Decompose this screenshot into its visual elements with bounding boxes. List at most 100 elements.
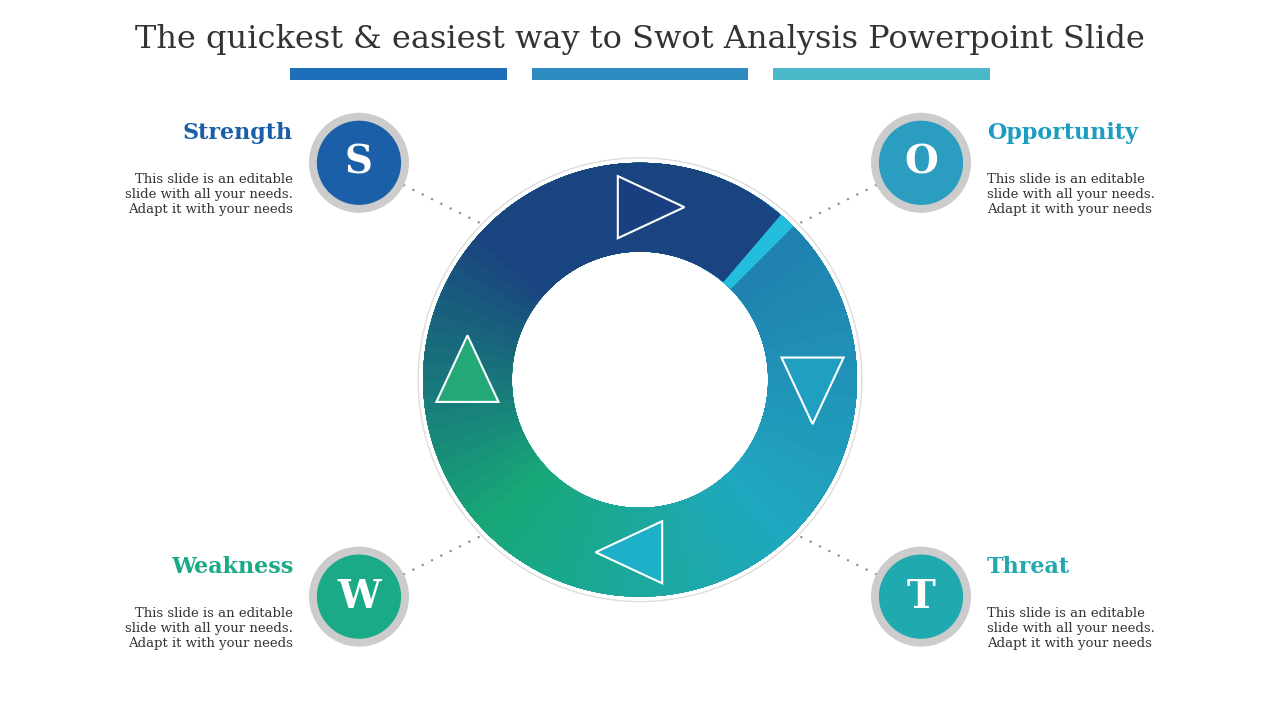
Text: Threat: Threat xyxy=(987,556,1070,578)
Wedge shape xyxy=(486,163,794,289)
Text: This slide is an editable
slide with all your needs.
Adapt it with your needs: This slide is an editable slide with all… xyxy=(987,606,1155,649)
Text: Opportunity: Opportunity xyxy=(987,122,1138,144)
Circle shape xyxy=(317,122,401,204)
Wedge shape xyxy=(605,400,854,597)
Wedge shape xyxy=(424,194,573,493)
Wedge shape xyxy=(424,163,640,379)
Wedge shape xyxy=(486,470,794,597)
Wedge shape xyxy=(660,166,856,414)
Wedge shape xyxy=(684,305,856,584)
Wedge shape xyxy=(669,329,856,590)
Wedge shape xyxy=(589,410,851,597)
Polygon shape xyxy=(618,176,685,238)
Wedge shape xyxy=(499,463,805,597)
Text: Strength: Strength xyxy=(183,122,293,144)
Wedge shape xyxy=(723,215,856,521)
Wedge shape xyxy=(623,390,856,597)
Wedge shape xyxy=(669,168,856,431)
Text: This slide is an editable
slide with all your needs.
Adapt it with your needs: This slide is an editable slide with all… xyxy=(987,173,1155,216)
Wedge shape xyxy=(454,163,754,312)
Text: This slide is an editable
slide with all your needs.
Adapt it with your needs: This slide is an editable slide with all… xyxy=(125,606,293,649)
Wedge shape xyxy=(707,194,856,493)
Polygon shape xyxy=(782,358,844,424)
Wedge shape xyxy=(439,163,723,330)
Wedge shape xyxy=(526,446,826,597)
Wedge shape xyxy=(424,390,657,597)
Wedge shape xyxy=(557,429,841,597)
Wedge shape xyxy=(424,363,630,596)
Wedge shape xyxy=(429,163,691,350)
Text: O: O xyxy=(904,144,938,181)
Wedge shape xyxy=(573,163,846,340)
Wedge shape xyxy=(426,163,675,360)
Wedge shape xyxy=(557,163,841,330)
Circle shape xyxy=(310,114,408,212)
Wedge shape xyxy=(475,163,781,297)
Wedge shape xyxy=(680,174,856,446)
Circle shape xyxy=(310,547,408,646)
Bar xyxy=(531,68,749,80)
Wedge shape xyxy=(573,419,846,597)
Text: T: T xyxy=(906,577,936,616)
Circle shape xyxy=(872,114,970,212)
Wedge shape xyxy=(465,163,768,305)
Wedge shape xyxy=(436,163,844,336)
Polygon shape xyxy=(436,336,498,402)
Wedge shape xyxy=(454,446,754,597)
Wedge shape xyxy=(698,186,856,478)
Wedge shape xyxy=(650,363,856,596)
Wedge shape xyxy=(424,312,600,586)
Wedge shape xyxy=(698,282,856,573)
Wedge shape xyxy=(424,379,640,597)
Wedge shape xyxy=(541,163,833,322)
Wedge shape xyxy=(424,252,564,555)
Bar xyxy=(773,68,989,80)
Wedge shape xyxy=(731,226,856,533)
Wedge shape xyxy=(689,297,856,580)
Bar xyxy=(291,68,507,80)
Text: S: S xyxy=(346,144,372,181)
Wedge shape xyxy=(424,163,630,397)
Wedge shape xyxy=(424,168,611,431)
Wedge shape xyxy=(447,163,739,322)
Circle shape xyxy=(317,555,401,638)
Wedge shape xyxy=(723,239,856,544)
Wedge shape xyxy=(434,163,707,340)
Wedge shape xyxy=(424,266,573,564)
Wedge shape xyxy=(424,239,557,544)
Wedge shape xyxy=(434,419,707,597)
Text: W: W xyxy=(337,577,380,616)
Text: Weakness: Weakness xyxy=(170,556,293,578)
Wedge shape xyxy=(499,163,805,297)
Circle shape xyxy=(879,122,963,204)
Wedge shape xyxy=(424,174,600,446)
Wedge shape xyxy=(541,438,833,597)
Wedge shape xyxy=(424,329,611,590)
Wedge shape xyxy=(680,312,856,586)
Wedge shape xyxy=(424,226,549,533)
Wedge shape xyxy=(426,400,675,597)
Circle shape xyxy=(879,555,963,638)
Wedge shape xyxy=(447,438,739,597)
Polygon shape xyxy=(595,521,662,583)
Wedge shape xyxy=(640,379,856,597)
Wedge shape xyxy=(424,186,582,478)
Wedge shape xyxy=(660,346,856,594)
Wedge shape xyxy=(716,252,856,555)
Wedge shape xyxy=(429,410,691,597)
Wedge shape xyxy=(424,346,620,594)
Wedge shape xyxy=(623,163,856,369)
Wedge shape xyxy=(424,166,620,414)
Wedge shape xyxy=(424,179,591,463)
Wedge shape xyxy=(689,179,856,463)
Wedge shape xyxy=(424,215,557,521)
Wedge shape xyxy=(424,297,591,580)
Wedge shape xyxy=(605,163,854,360)
Circle shape xyxy=(872,547,970,646)
Wedge shape xyxy=(439,429,723,597)
Wedge shape xyxy=(650,163,856,397)
Wedge shape xyxy=(424,163,657,369)
Wedge shape xyxy=(589,163,851,350)
Wedge shape xyxy=(512,455,815,597)
Wedge shape xyxy=(526,163,826,312)
